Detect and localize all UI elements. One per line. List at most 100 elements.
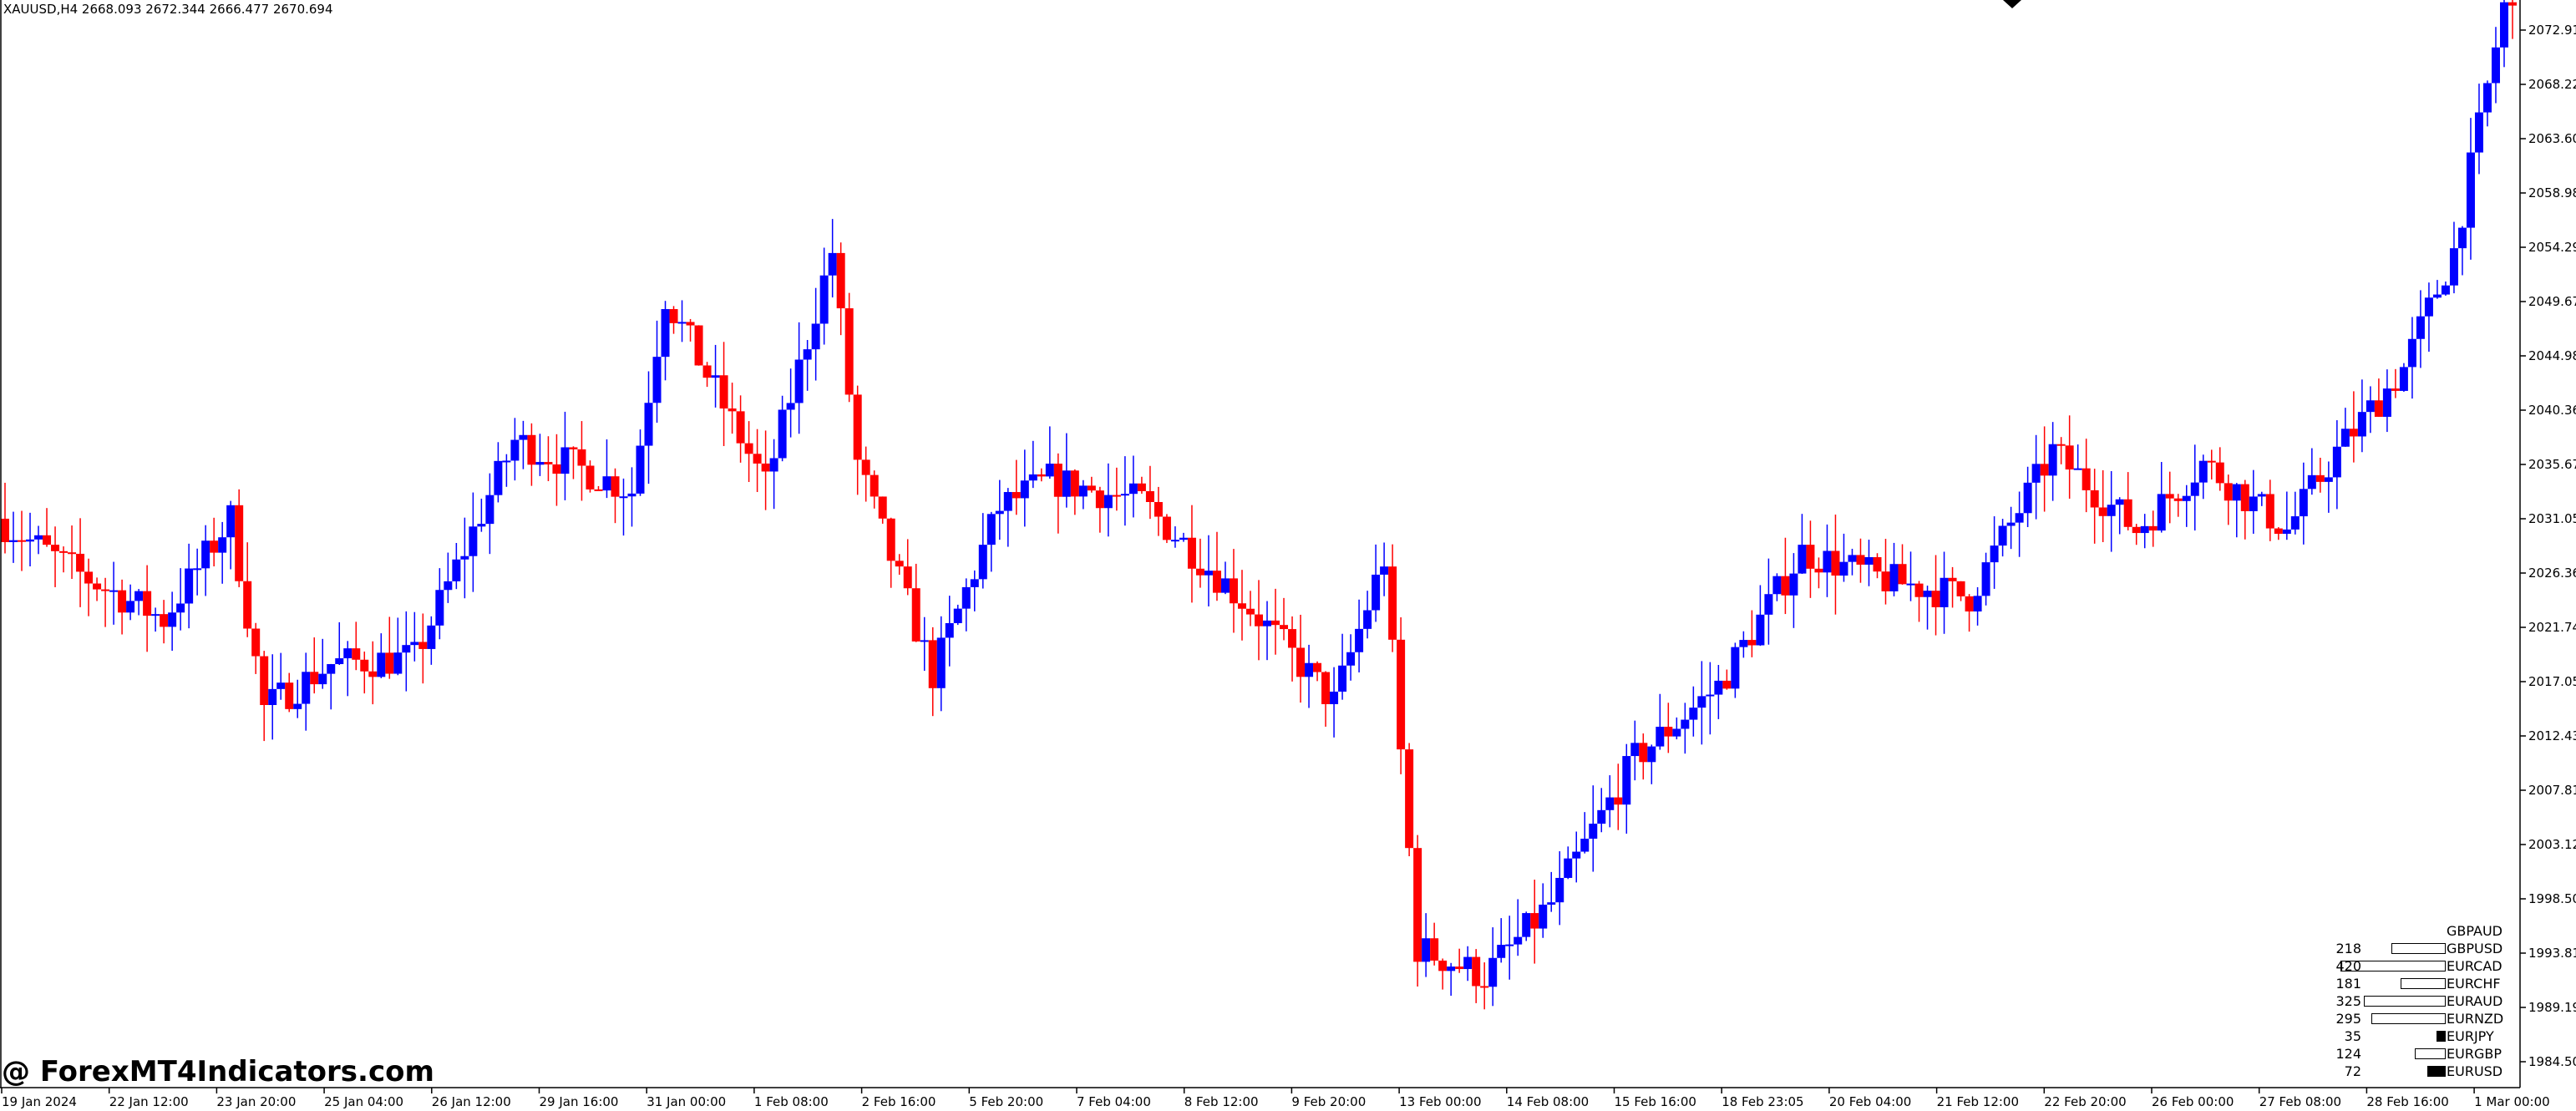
strength-bar [2340, 961, 2446, 971]
strength-value: 124 [2335, 1046, 2361, 1062]
candle-body [352, 648, 361, 660]
price-tick-label: 2017.050 [2528, 674, 2576, 689]
candle-body [1179, 537, 1188, 540]
candle-body [402, 645, 411, 653]
candle-body [2257, 494, 2266, 497]
candle-body [293, 703, 302, 709]
candle-body [418, 642, 428, 649]
candle-body [2056, 444, 2066, 446]
candle-body [1739, 640, 1748, 647]
candle-body [1965, 596, 1974, 611]
candle-body [1681, 719, 1690, 729]
candle-body [1095, 490, 1104, 509]
strength-value: 218 [2335, 941, 2361, 956]
candle-body [895, 561, 904, 567]
candle-body [1187, 537, 1196, 569]
candle-body [1630, 743, 1640, 757]
candle-body [243, 581, 252, 629]
candle-body [1806, 545, 1815, 569]
candle-body [485, 495, 494, 525]
candle-body [427, 625, 436, 649]
candle-body [84, 571, 94, 584]
price-tick-label: 2063.600 [2528, 131, 2576, 146]
candle-body [9, 540, 18, 542]
candle-body [2399, 367, 2408, 391]
time-tick-label: 19 Jan 2024 [2, 1094, 77, 1109]
candle-body [260, 656, 269, 705]
candle-body [2031, 464, 2041, 483]
candle-body [1672, 728, 1681, 737]
candle-body [1823, 550, 1832, 573]
time-tick-label: 18 Feb 23:05 [1722, 1094, 1803, 1109]
candle-body [494, 460, 503, 495]
candle-body [1689, 708, 1698, 720]
candle-body [2457, 227, 2467, 249]
candle-body [1237, 603, 1246, 609]
candle-body [2374, 400, 2383, 417]
candle-body [126, 601, 135, 613]
candle-body [251, 628, 261, 657]
candle-body [2432, 294, 2442, 298]
candle-body [285, 682, 294, 709]
strength-row: 218 GBPUSD [2255, 940, 2514, 957]
candle-body [803, 349, 812, 360]
candle-body [118, 590, 127, 613]
price-tick-label: 1989.190 [2528, 1000, 2576, 1015]
strength-bar [2401, 978, 2446, 989]
candle-body [1990, 545, 1999, 563]
time-tick-label: 22 Jan 12:00 [109, 1094, 189, 1109]
candle-body [318, 673, 327, 685]
candle-body [736, 411, 745, 444]
candle-body [1572, 851, 1581, 859]
candle-body [210, 540, 219, 553]
candle-body [1438, 960, 1448, 971]
time-tick-label: 26 Jan 12:00 [432, 1094, 511, 1109]
candle-body [109, 590, 119, 592]
candle-body [953, 608, 962, 623]
strength-value: 325 [2335, 993, 2361, 1009]
candle-body [2224, 483, 2233, 501]
candle-body [978, 545, 987, 580]
strength-bar [2391, 943, 2446, 954]
candle-body [469, 526, 478, 556]
candle-body [1605, 797, 1615, 810]
candle-body [2366, 400, 2375, 413]
candle-body [335, 658, 344, 665]
candle-body [2407, 338, 2416, 368]
time-tick-label: 31 Jan 00:00 [647, 1094, 726, 1109]
price-tick-label: 2012.430 [2528, 728, 2576, 743]
candle-body [1580, 839, 1590, 852]
candle-body [2416, 316, 2425, 339]
candle-body [1330, 691, 1339, 704]
candle-body [2449, 248, 2458, 286]
candle-body [1906, 583, 1915, 586]
candle-body [218, 537, 227, 553]
candle-body [1747, 640, 1757, 646]
candle-body [878, 496, 887, 519]
candle-body [185, 568, 194, 604]
candle-body [1981, 562, 1990, 596]
candle-body [961, 586, 971, 609]
candle-body [652, 357, 662, 403]
candle-body [68, 552, 77, 555]
candle-body [1053, 464, 1062, 497]
candle-body [2040, 464, 2049, 476]
candle-body [1120, 494, 1129, 496]
candle-body [2015, 513, 2024, 523]
time-tick-label: 7 Feb 04:00 [1077, 1094, 1151, 1109]
candle-body [2499, 2, 2508, 48]
candle-body [778, 409, 787, 459]
candle-body [602, 476, 611, 491]
candle-body [410, 642, 419, 646]
candle-body [2391, 388, 2400, 391]
candle-body [1263, 620, 1272, 627]
candle-body [1622, 756, 1631, 805]
candle-body [1889, 564, 1899, 591]
candle-body [903, 566, 912, 589]
time-tick-label: 21 Feb 12:00 [1937, 1094, 2019, 1109]
candle-body [1831, 550, 1840, 576]
candle-body [1731, 647, 1740, 689]
candle-body [2165, 494, 2174, 499]
candle-body [644, 403, 653, 446]
